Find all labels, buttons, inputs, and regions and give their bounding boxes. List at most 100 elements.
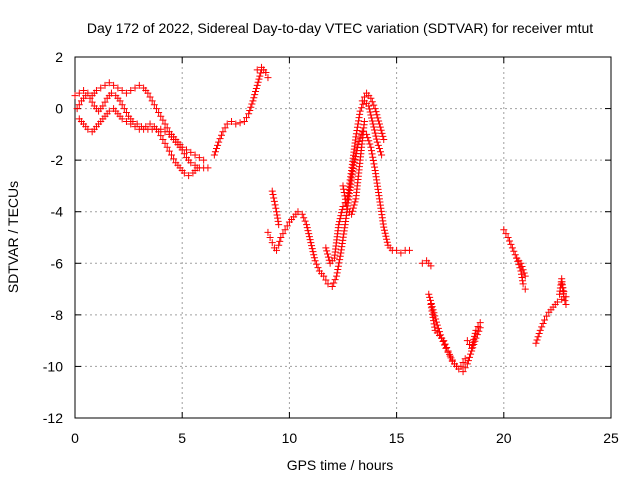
data-point — [393, 246, 401, 254]
data-point — [308, 242, 316, 250]
data-point — [305, 233, 313, 241]
data-point — [507, 240, 515, 248]
data-point — [465, 353, 473, 361]
series-s7 — [268, 187, 283, 229]
data-point — [518, 273, 526, 281]
y-axis-label: SDTVAR / TECUs — [5, 181, 21, 293]
plot-frame — [74, 56, 612, 419]
data-point — [122, 89, 130, 97]
series-s11 — [418, 257, 435, 270]
data-point — [322, 244, 330, 252]
data-point — [307, 239, 315, 247]
data-point — [120, 105, 128, 113]
data-point — [334, 262, 342, 270]
data-point — [541, 316, 549, 324]
data-point — [543, 312, 551, 320]
data-point — [256, 72, 264, 80]
data-point — [144, 89, 152, 97]
data-point — [375, 145, 383, 153]
data-point — [298, 210, 306, 218]
data-point — [378, 151, 386, 159]
data-point — [538, 323, 546, 331]
data-point — [305, 230, 313, 238]
data-point — [84, 125, 92, 133]
data-point — [360, 117, 368, 125]
data-point — [446, 352, 454, 360]
data-point — [324, 250, 332, 258]
data-point — [75, 89, 83, 97]
data-point — [274, 217, 282, 225]
y-tick-label: -12 — [43, 410, 63, 426]
data-point — [311, 257, 319, 265]
data-point — [118, 101, 126, 109]
data-point — [356, 110, 364, 118]
data-point — [243, 114, 251, 122]
data-point — [373, 138, 381, 146]
tick-labels: 0 5 10 15 20 25 -12 -10 -8 -6 -4 -2 0 2 — [43, 49, 619, 446]
data-point — [210, 151, 218, 159]
data-point — [92, 87, 100, 95]
x-tick-label: 10 — [282, 430, 298, 446]
data-point — [264, 74, 272, 82]
data-point — [101, 81, 109, 89]
data-point — [122, 108, 130, 116]
data-point — [309, 248, 317, 256]
data-point — [426, 293, 434, 301]
data-point — [461, 364, 469, 372]
data-point — [457, 362, 465, 370]
data-point — [441, 340, 449, 348]
data-point — [99, 102, 107, 110]
data-point — [300, 214, 308, 222]
data-point — [430, 317, 438, 325]
data-point — [275, 241, 283, 249]
data-point — [180, 169, 188, 177]
data-point — [310, 254, 318, 262]
data-point — [187, 159, 195, 167]
data-point — [279, 230, 287, 238]
data-point — [195, 154, 203, 162]
data-point — [157, 112, 165, 120]
data-point — [266, 234, 274, 241]
y-tick-label: -6 — [51, 255, 64, 271]
series-s3 — [75, 105, 212, 172]
data-point — [254, 78, 262, 86]
data-point — [561, 297, 569, 305]
data-point — [336, 252, 344, 260]
data-point — [370, 160, 378, 168]
data-point — [152, 105, 160, 113]
data-point — [216, 135, 224, 143]
data-point — [431, 323, 439, 331]
data-point — [86, 94, 94, 102]
data-point — [474, 322, 482, 330]
data-point — [247, 103, 255, 111]
data-point — [101, 98, 109, 106]
data-point — [191, 161, 199, 169]
data-point — [333, 272, 341, 280]
data-point — [365, 137, 373, 145]
data-point — [71, 92, 79, 100]
data-point — [270, 194, 278, 202]
data-point — [187, 148, 195, 156]
data-point — [370, 123, 378, 131]
data-point — [418, 259, 426, 267]
data-point — [476, 319, 484, 327]
data-point — [368, 117, 376, 125]
data-point — [562, 301, 570, 309]
data-point — [463, 360, 471, 368]
series-s13 — [427, 301, 469, 370]
data-point — [257, 69, 265, 77]
data-point — [161, 128, 169, 136]
data-point — [440, 337, 448, 345]
data-point — [368, 150, 376, 158]
x-tick-label: 20 — [496, 430, 512, 446]
data-point — [534, 333, 542, 341]
data-point — [200, 156, 208, 164]
data-point — [114, 84, 122, 92]
data-point — [271, 201, 279, 209]
data-point — [118, 87, 126, 95]
data-point — [246, 107, 254, 115]
data-point — [427, 262, 435, 270]
data-point — [377, 148, 385, 156]
data-point — [405, 246, 413, 254]
data-point — [471, 329, 479, 337]
